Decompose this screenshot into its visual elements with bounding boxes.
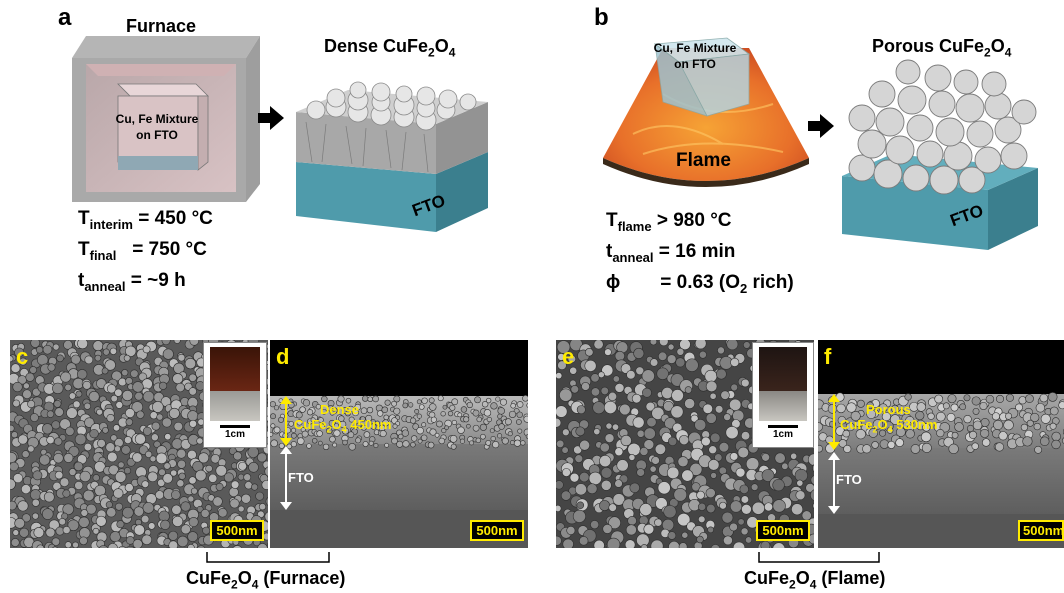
fto-label-f: FTO xyxy=(836,472,862,487)
condition-phi: ϕ = 0.63 (O2 rich) xyxy=(606,271,794,296)
flame-mixture-line2: on FTO xyxy=(674,57,716,71)
grain-texture xyxy=(270,395,528,451)
bracket-furnace xyxy=(206,552,330,563)
furnace-mixture-line2: on FTO xyxy=(136,128,178,142)
fto-thickness-arrow-icon xyxy=(828,452,840,514)
condition-t-final: Tfinal = 750 °C xyxy=(78,238,207,263)
sem-image-d: d Dense CuFe2O4 450nm FTO 500nm xyxy=(270,340,528,548)
grain-texture xyxy=(10,340,268,548)
flame-mixture-line1: Cu, Fe Mixture xyxy=(653,41,737,55)
grain-texture xyxy=(818,392,1064,455)
furnace-conditions: Tinterim = 450 °C Tfinal = 750 °C tannea… xyxy=(78,206,213,298)
scale-bar-c: 500nm xyxy=(210,520,264,541)
panel-label-b: b xyxy=(594,4,609,31)
arrow-right-icon xyxy=(258,106,284,130)
condition-t-flame: Tflame > 980 °C xyxy=(606,210,732,234)
thickness-arrow-icon xyxy=(280,396,292,446)
panel-label-e: e xyxy=(562,344,575,369)
bracket-flame xyxy=(758,552,880,563)
panel-label-c: c xyxy=(16,344,29,369)
dense-product-title: Dense CuFe2O4 xyxy=(324,36,456,60)
sem-image-c: c 1cm 500nm xyxy=(10,340,268,548)
panel-label-f: f xyxy=(824,344,832,369)
fto-label-d: FTO xyxy=(288,470,314,485)
thickness-arrow-icon xyxy=(828,394,840,450)
furnace-mixture-label: Cu, Fe Mixture on FTO xyxy=(112,111,202,143)
sample-photo-inset: 1cm xyxy=(752,342,814,448)
porous-product-title: Porous CuFe2O4 xyxy=(872,36,1012,60)
dense-film-illustration xyxy=(296,81,488,232)
furnace-mixture-line1: Cu, Fe Mixture xyxy=(115,112,199,126)
fto-thickness-arrow-icon xyxy=(280,446,292,510)
dense-layer-label: Dense CuFe2O4 450nm xyxy=(294,402,392,435)
scale-bar-f: 500nm xyxy=(1018,520,1064,541)
porous-film-illustration xyxy=(842,59,1038,250)
caption-flame: CuFe2O4 (Flame) xyxy=(744,568,886,592)
porous-layer-label: Porous CuFe2O4 530nm xyxy=(840,402,938,435)
scale-bar-e: 500nm xyxy=(756,520,810,541)
flame-conditions: Tflame > 980 °C tanneal = 16 min ϕ = 0.63… xyxy=(606,208,794,300)
panel-label-d: d xyxy=(276,344,290,369)
arrow-right-icon xyxy=(808,114,834,138)
condition-t-interim: Tinterim = 450 °C xyxy=(78,208,213,232)
condition-t-anneal: tanneal = ~9 h xyxy=(78,269,186,294)
scale-bar-d: 500nm xyxy=(470,520,524,541)
flame-label: Flame xyxy=(676,150,731,171)
furnace-illustration xyxy=(72,36,260,202)
condition-t-anneal-flame: tanneal = 16 min xyxy=(606,240,736,265)
inset-scale-label: 1cm xyxy=(224,429,245,440)
caption-furnace: CuFe2O4 (Furnace) xyxy=(186,568,346,592)
flame-mixture-label: Cu, Fe Mixture on FTO xyxy=(642,40,748,72)
panel-label-a: a xyxy=(58,4,72,31)
flame-illustration xyxy=(603,37,809,187)
inset-scale-label: 1cm xyxy=(772,429,793,440)
sem-image-f: f Porous CuFe2O4 530nm FTO 500nm xyxy=(818,340,1064,548)
sample-photo-inset: 1cm xyxy=(203,342,267,448)
sem-image-e: e 1cm 500nm xyxy=(556,340,814,548)
furnace-title: Furnace xyxy=(126,16,197,36)
